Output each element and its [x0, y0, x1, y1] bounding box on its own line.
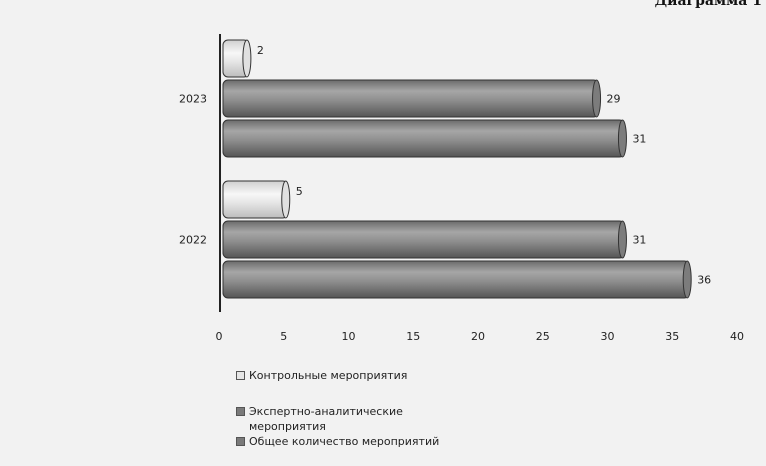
bar-control-2022	[222, 180, 289, 219]
diagram-caption: Диаграмма 1	[654, 0, 762, 9]
data-label-2-1: 36	[697, 274, 711, 287]
legend-item-control: Контрольные мероприятия	[236, 368, 407, 383]
x-tick-label-30: 30	[601, 330, 615, 343]
category-label-2023: 2023	[179, 93, 207, 106]
x-tick-label-25: 25	[536, 330, 550, 343]
legend-item-total: Общее количество мероприятий	[236, 434, 439, 449]
x-tick-label-0: 0	[216, 330, 223, 343]
bar-cap-0-1	[281, 180, 291, 219]
bar-cap-2-0	[617, 119, 627, 158]
legend-label-total: Общее количество мероприятий	[249, 435, 440, 448]
bar-cap-1-0	[592, 79, 602, 118]
x-tick-label-20: 20	[471, 330, 485, 343]
category-label-2022: 2022	[179, 234, 207, 247]
legend-label-expert: Экспертно-аналитические мероприятия	[249, 405, 403, 433]
x-tick-label-10: 10	[342, 330, 356, 343]
data-label-1-1: 31	[632, 234, 646, 247]
legend-swatch-control	[236, 371, 245, 380]
bar-total-2023	[222, 119, 625, 158]
data-label-2-0: 31	[632, 133, 646, 146]
bar-expert-2023	[222, 79, 600, 118]
data-label-1-0: 29	[607, 93, 621, 106]
legend-item-expert: Экспертно-аналитические мероприятия	[236, 404, 436, 434]
x-tick-label-40: 40	[730, 330, 744, 343]
bar-cap-2-1	[682, 260, 692, 299]
data-label-0-1: 5	[296, 185, 303, 198]
bar-expert-2022	[222, 220, 625, 259]
bar-total-2022	[222, 260, 690, 299]
x-tick-label-5: 5	[280, 330, 287, 343]
data-label-0-0: 2	[257, 44, 264, 57]
x-tick-label-15: 15	[406, 330, 420, 343]
x-tick-label-35: 35	[665, 330, 679, 343]
legend-label-control: Контрольные мероприятия	[249, 369, 408, 382]
bar-cap-1-1	[617, 220, 627, 259]
legend-swatch-expert	[236, 407, 245, 416]
bar-cap-0-0	[242, 39, 252, 78]
legend-swatch-total	[236, 437, 245, 446]
